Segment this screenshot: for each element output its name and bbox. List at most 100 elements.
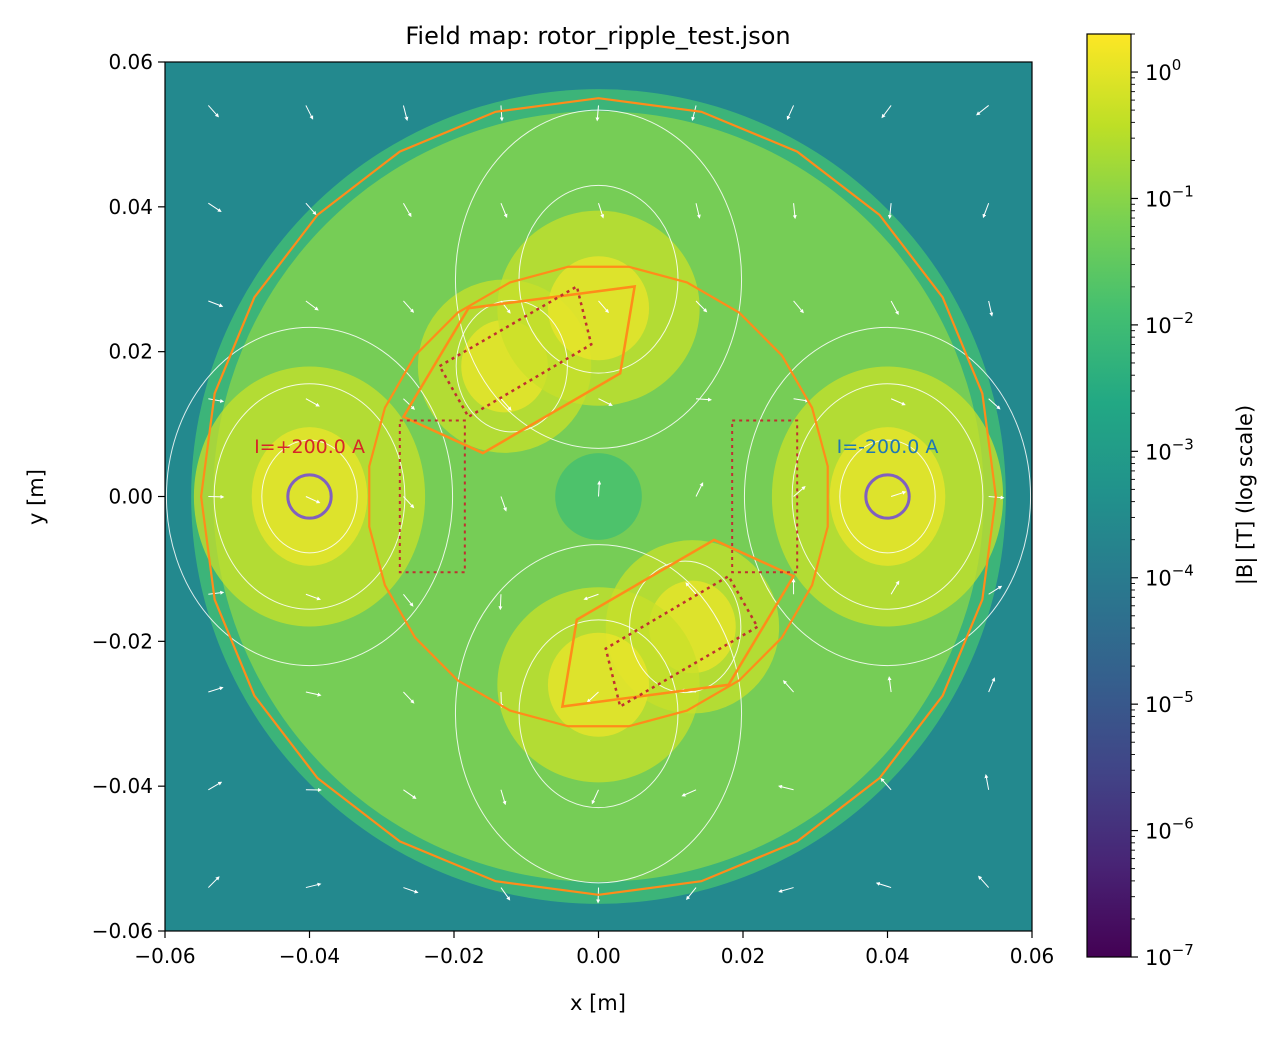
coil-current-label: I=-200.0 A [837,436,939,458]
stator-inner-outline [368,265,829,728]
colorbar-tick-label: 10−7 [1145,941,1194,970]
rotor-magnet-outline [401,285,637,455]
y-tick-label: −0.02 [92,629,153,653]
streamline-arrow [207,876,220,888]
colorbar-tick-label: 100 [1145,56,1181,85]
slot-region-dotted [398,419,466,574]
x-tick-label: 0.00 [576,944,621,968]
streamline-arrow [208,300,224,308]
colorbar: 10−7 10−6 10−5 10−4 10−3 10−2 10−1 100 |B| [T] … [1086,33,1258,970]
streamline-arrow [792,203,797,220]
streamline-arrow [786,105,795,121]
y-axis: −0.06 −0.04 −0.02 0.00 0.02 0.04 0.06 [92,50,165,943]
streamline-arrow [305,691,322,697]
streamline-arrow [793,398,810,403]
streamline-loop [743,326,1032,667]
y-tick-label: −0.06 [92,919,153,943]
streamline-arrow [988,398,1001,410]
streamline-arrow [695,482,704,497]
streamline-loop [839,439,936,554]
streamline-arrow [500,887,511,901]
field-hotspot-core [829,427,946,566]
streamline-arrow [403,398,415,410]
colorbar-tick-label: 10−1 [1145,182,1194,211]
streamline-arrow [208,686,224,693]
streamline-arrow [305,882,322,889]
streamline-loop [629,560,742,694]
streamline-arrow [591,789,599,805]
streamline-arrow [890,398,906,406]
streamline-arrow [890,580,900,595]
streamline-arrow [778,887,794,893]
magnet-region-dotted [604,574,760,709]
streamline-arrow [305,496,321,504]
streamline-arrow [881,105,892,119]
colorbar-tick-label: 10−3 [1145,435,1194,464]
streamline-arrow [598,300,609,314]
streamline-arrow [403,789,417,799]
colorbar-label: |B| [T] (log scale) [1233,405,1258,585]
streamline-arrow [695,300,708,313]
x-tick-label: 0.06 [1010,944,1055,968]
streamline-arrow [207,105,219,118]
streamline-loop [261,439,358,554]
streamline-arrow [597,480,602,497]
colorbar-tick-label: 10−4 [1145,562,1194,591]
streamline-arrow [988,585,1003,595]
colorbar-gradient [1086,33,1132,958]
streamline-arrow [793,486,806,497]
colorbar-tick-label: 10−5 [1145,688,1194,717]
streamline-arrow [500,789,507,806]
streamline-loop [165,326,454,667]
streamline-arrow [984,774,990,790]
streamline-arrow [586,691,599,703]
x-tick-label: 0.02 [721,944,766,968]
chart-title: Field map: rotor_ripple_test.json [405,22,790,50]
streamline-arrow [681,789,697,797]
streamline-arrow [982,203,990,219]
x-tick-label: −0.04 [279,944,340,968]
streamline-arrow [208,590,225,595]
y-tick-label: 0.04 [108,195,153,219]
streamline-loop [454,544,743,884]
streamline-arrow [403,300,415,313]
y-tick-label: −0.04 [92,774,153,798]
streamline-arrow [500,398,512,411]
streamline-arrow [598,398,613,406]
x-axis: −0.06 −0.04 −0.02 0.00 0.02 0.04 0.06 [134,931,1054,968]
streamline-arrow [875,882,892,889]
x-axis-label: x [m] [570,991,626,1015]
streamline-arrow [887,203,892,220]
streamline-arrow [988,300,994,317]
y-tick-label: 0.02 [108,340,153,364]
x-tick-label: 0.04 [865,944,910,968]
y-tick-label: 0.06 [108,50,153,74]
y-tick-label: 0.00 [108,485,153,509]
streamline-arrow [695,203,701,219]
colorbar-tick-label: 10−2 [1145,309,1194,338]
streamline-arrow [686,887,697,901]
streamline-arrow [499,105,504,122]
coil-circle [286,473,333,520]
streamline-arrow [305,202,317,216]
streamline-arrow [403,691,415,704]
streamline-loop [455,299,568,433]
field-hotspot-core [251,427,368,566]
streamline-arrow [595,105,600,122]
streamline-arrow [208,202,222,213]
streamline-arrow [305,300,319,311]
streamline-arrow [598,203,605,219]
streamline-arrow [778,784,794,791]
stator-outer-outline [200,97,997,896]
slot-region-dotted [731,419,799,574]
streamline-arrow [498,594,503,611]
streamline-arrow [782,680,794,693]
streamline-arrow [403,593,414,607]
streamline-arrow [976,105,989,116]
colorbar-tick-label: 10−6 [1145,815,1194,844]
streamline-arrow [696,397,712,402]
streamline-arrow [685,582,697,595]
coil-current-label: I=+200.0 A [254,436,365,458]
y-axis-label: y [m] [24,469,48,525]
